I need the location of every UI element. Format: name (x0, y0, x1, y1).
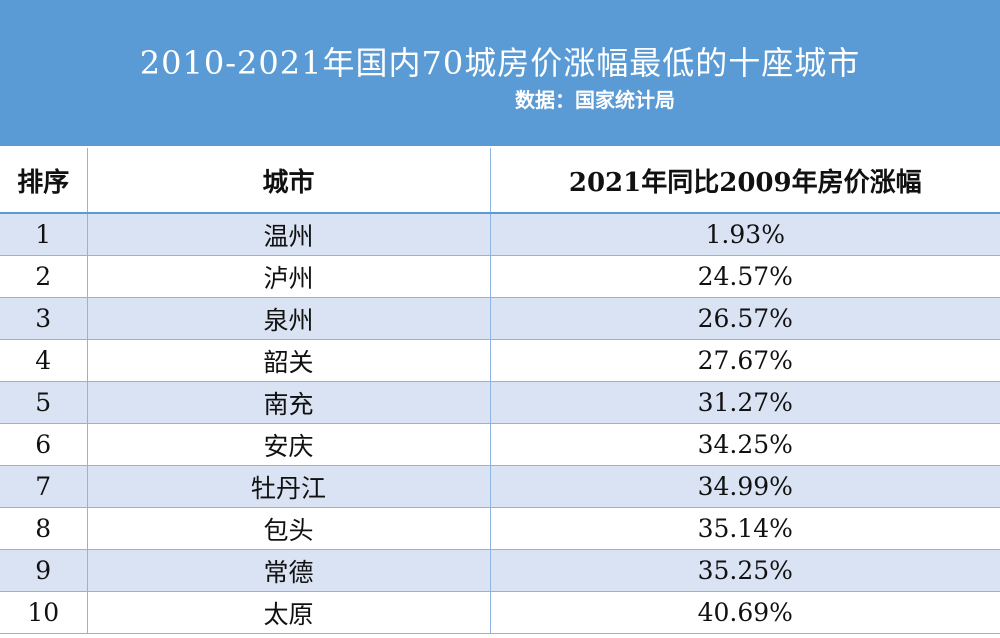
table-cell: 8 (0, 507, 87, 550)
table-cell: 5 (0, 381, 87, 424)
subtitle: 数据：国家统计局 (515, 88, 675, 112)
table-cell: 26.57% (489, 297, 1000, 340)
table-cell: 韶关 (86, 339, 490, 382)
column-header: 2021年同比2009年房价涨幅 (489, 148, 1000, 214)
table: 排序 城市 2021年同比2009年房价涨幅 1 温州 1.93% 2 泸州 24.57% 3 泉… (0, 148, 1000, 634)
table-cell: 包头 (86, 507, 490, 550)
table-cell: 牡丹江 (86, 465, 490, 508)
table-cell: 2 (0, 255, 87, 298)
table-row: 7 牡丹江 34.99% (0, 465, 1000, 508)
table-cell: 9 (0, 549, 87, 592)
table-body: 1 温州 1.93% 2 泸州 24.57% 3 泉州 26.57% 4 韶关 27.67% 5 南充 31… (0, 213, 1000, 634)
table-cell: 安庆 (86, 423, 490, 466)
table-row: 2 泸州 24.57% (0, 255, 1000, 298)
column-header: 城市 (86, 148, 490, 214)
table-cell: 太原 (86, 591, 490, 634)
table-cell: 40.69% (489, 591, 1000, 634)
table-row: 6 安庆 34.25% (0, 423, 1000, 466)
title: 2010-2021年国内70城房价涨幅最低的十座城市 (139, 44, 861, 82)
table-cell: 27.67% (489, 339, 1000, 382)
table-cell: 34.99% (489, 465, 1000, 508)
table-row: 3 泉州 26.57% (0, 297, 1000, 340)
table-cell: 泉州 (86, 297, 490, 340)
table-cell: 4 (0, 339, 87, 382)
table-cell: 34.25% (489, 423, 1000, 466)
table-row: 8 包头 35.14% (0, 507, 1000, 550)
column-header: 排序 (0, 148, 87, 214)
table-cell: 6 (0, 423, 87, 466)
table-cell: 泸州 (86, 255, 490, 298)
table-row: 4 韶关 27.67% (0, 339, 1000, 382)
table-cell: 7 (0, 465, 87, 508)
table-cell: 1.93% (489, 213, 1000, 256)
table-row: 10 太原 40.69% (0, 591, 1000, 634)
table-cell: 10 (0, 591, 87, 634)
table-cell: 31.27% (489, 381, 1000, 424)
table-row: 5 南充 31.27% (0, 381, 1000, 424)
table-row: 1 温州 1.93% (0, 213, 1000, 256)
table-cell: 24.57% (489, 255, 1000, 298)
header-row: 排序 城市 2021年同比2009年房价涨幅 (0, 148, 1000, 214)
table-cell: 1 (0, 213, 87, 256)
table-cell: 常德 (86, 549, 490, 592)
table-cell: 35.25% (489, 549, 1000, 592)
table-cell: 南充 (86, 381, 490, 424)
table-cell: 35.14% (489, 507, 1000, 550)
table-row: 9 常德 35.25% (0, 549, 1000, 592)
header-band: 2010-2021年国内70城房价涨幅最低的十座城市 数据：国家统计局 (0, 0, 1000, 146)
table-cell: 温州 (86, 213, 490, 256)
table-cell: 3 (0, 297, 87, 340)
